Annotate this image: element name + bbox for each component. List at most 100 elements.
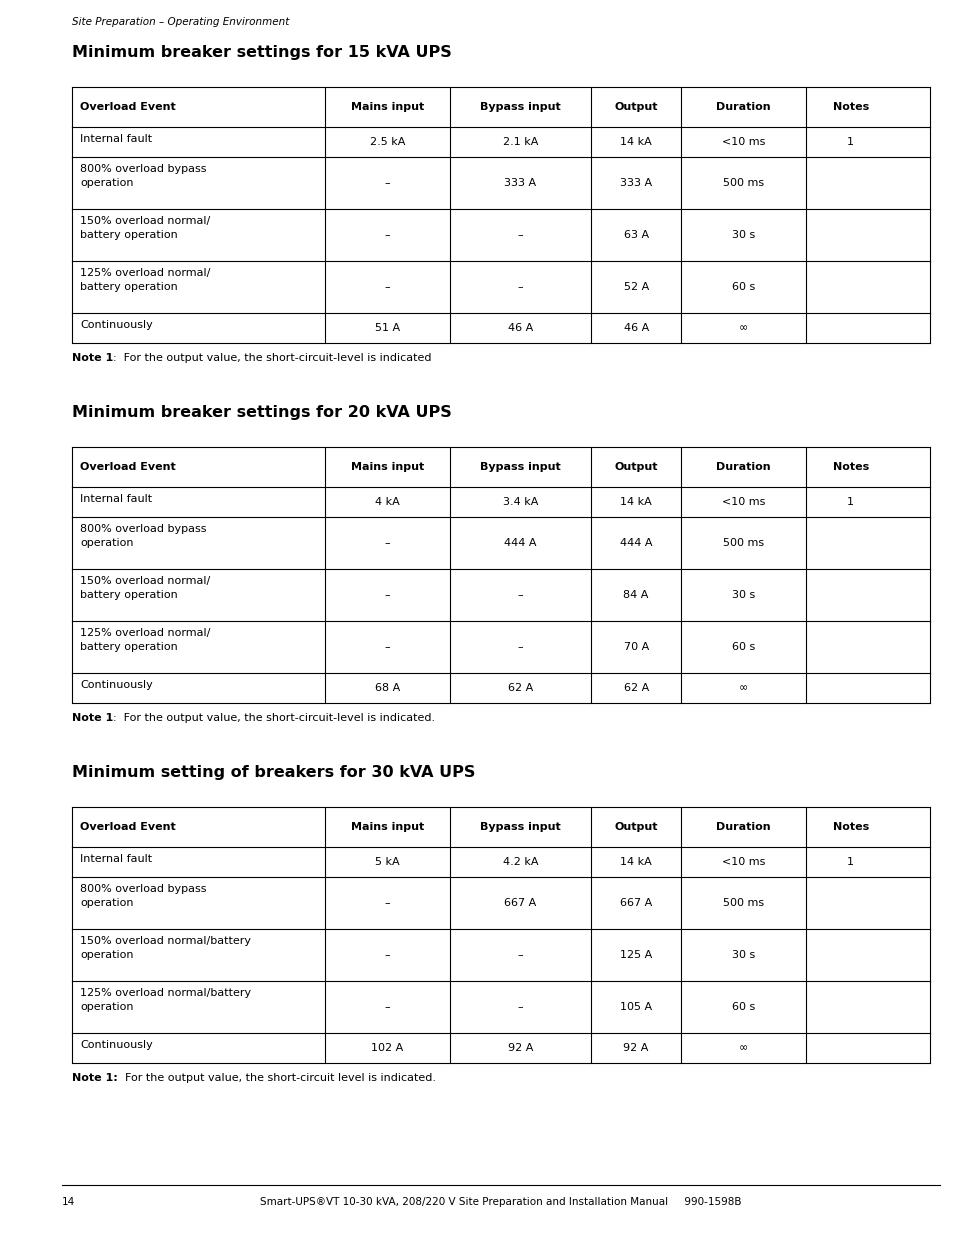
- Text: –: –: [384, 590, 390, 600]
- Text: 62 A: 62 A: [507, 683, 533, 693]
- Text: 2.1 kA: 2.1 kA: [502, 137, 537, 147]
- Text: 3.4 kA: 3.4 kA: [502, 496, 537, 508]
- Text: 60 s: 60 s: [731, 642, 754, 652]
- Text: 800% overload bypass
operation: 800% overload bypass operation: [80, 884, 206, 908]
- Text: 46 A: 46 A: [623, 324, 648, 333]
- Text: Mains input: Mains input: [351, 462, 423, 472]
- Text: Site Preparation – Operating Environment: Site Preparation – Operating Environment: [71, 17, 289, 27]
- Text: 14 kA: 14 kA: [619, 137, 651, 147]
- Text: 444 A: 444 A: [503, 538, 536, 548]
- Text: 500 ms: 500 ms: [722, 898, 763, 908]
- Text: 150% overload normal/
battery operation: 150% overload normal/ battery operation: [80, 216, 210, 240]
- Bar: [71, 621, 929, 673]
- Text: 444 A: 444 A: [619, 538, 652, 548]
- Text: 125 A: 125 A: [619, 950, 652, 960]
- Text: Duration: Duration: [716, 103, 770, 112]
- Bar: [71, 1032, 929, 1063]
- Bar: [71, 806, 929, 847]
- Text: 667 A: 667 A: [503, 898, 536, 908]
- Text: 63 A: 63 A: [623, 230, 648, 240]
- Text: Mains input: Mains input: [351, 103, 423, 112]
- Text: –: –: [384, 230, 390, 240]
- Bar: [71, 517, 929, 569]
- Text: Internal fault: Internal fault: [80, 494, 152, 504]
- Text: 70 A: 70 A: [623, 642, 648, 652]
- Text: 5 kA: 5 kA: [375, 857, 399, 867]
- Text: Bypass input: Bypass input: [479, 462, 560, 472]
- Text: 150% overload normal/battery
operation: 150% overload normal/battery operation: [80, 936, 251, 960]
- Text: 1: 1: [846, 857, 853, 867]
- Text: –: –: [384, 282, 390, 291]
- Bar: [71, 981, 929, 1032]
- Text: –: –: [517, 230, 522, 240]
- Text: –: –: [517, 282, 522, 291]
- Bar: [71, 209, 929, 261]
- Text: Minimum setting of breakers for 30 kVA UPS: Minimum setting of breakers for 30 kVA U…: [71, 764, 475, 781]
- Bar: [71, 877, 929, 929]
- Text: <10 ms: <10 ms: [720, 137, 764, 147]
- Text: 105 A: 105 A: [619, 1002, 652, 1011]
- Text: 125% overload normal/battery
operation: 125% overload normal/battery operation: [80, 988, 251, 1011]
- Text: Mains input: Mains input: [351, 823, 423, 832]
- Bar: [71, 447, 929, 487]
- Text: 667 A: 667 A: [619, 898, 652, 908]
- Text: <10 ms: <10 ms: [720, 496, 764, 508]
- Text: For the output value, the short-circuit level is indicated.: For the output value, the short-circuit …: [117, 1073, 436, 1083]
- Text: 125% overload normal/
battery operation: 125% overload normal/ battery operation: [80, 629, 211, 652]
- Text: Notes: Notes: [832, 823, 868, 832]
- Text: –: –: [517, 590, 522, 600]
- Text: Continuously: Continuously: [80, 320, 152, 330]
- Text: Internal fault: Internal fault: [80, 135, 152, 144]
- Text: –: –: [384, 1002, 390, 1011]
- Bar: [71, 261, 929, 312]
- Bar: [71, 929, 929, 981]
- Text: –: –: [384, 178, 390, 188]
- Text: ∞: ∞: [738, 683, 747, 693]
- Text: Notes: Notes: [832, 103, 868, 112]
- Text: Smart-UPS®VT 10-30 kVA, 208/220 V Site Preparation and Installation Manual     9: Smart-UPS®VT 10-30 kVA, 208/220 V Site P…: [260, 1197, 741, 1207]
- Text: Continuously: Continuously: [80, 680, 152, 690]
- Text: Duration: Duration: [716, 462, 770, 472]
- Text: 68 A: 68 A: [375, 683, 399, 693]
- Text: –: –: [384, 898, 390, 908]
- Text: Note 1:: Note 1:: [71, 1073, 117, 1083]
- Text: Note 1: Note 1: [71, 713, 113, 722]
- Text: 51 A: 51 A: [375, 324, 399, 333]
- Text: Bypass input: Bypass input: [479, 823, 560, 832]
- Text: 30 s: 30 s: [731, 230, 754, 240]
- Text: 62 A: 62 A: [623, 683, 648, 693]
- Text: 800% overload bypass
operation: 800% overload bypass operation: [80, 524, 206, 548]
- Text: 4.2 kA: 4.2 kA: [502, 857, 537, 867]
- Text: 333 A: 333 A: [504, 178, 536, 188]
- Text: <10 ms: <10 ms: [720, 857, 764, 867]
- Text: –: –: [517, 950, 522, 960]
- Text: 92 A: 92 A: [623, 1044, 648, 1053]
- Text: –: –: [517, 1002, 522, 1011]
- Text: 84 A: 84 A: [623, 590, 648, 600]
- Text: Continuously: Continuously: [80, 1040, 152, 1050]
- Text: 46 A: 46 A: [507, 324, 533, 333]
- Text: –: –: [517, 642, 522, 652]
- Bar: [71, 569, 929, 621]
- Text: 14 kA: 14 kA: [619, 857, 651, 867]
- Text: –: –: [384, 642, 390, 652]
- Text: 150% overload normal/
battery operation: 150% overload normal/ battery operation: [80, 576, 210, 600]
- Text: Duration: Duration: [716, 823, 770, 832]
- Text: Internal fault: Internal fault: [80, 853, 152, 864]
- Text: 125% overload normal/
battery operation: 125% overload normal/ battery operation: [80, 268, 211, 291]
- Text: 14: 14: [62, 1197, 75, 1207]
- Bar: [71, 127, 929, 157]
- Text: 30 s: 30 s: [731, 590, 754, 600]
- Text: ∞: ∞: [738, 324, 747, 333]
- Text: 30 s: 30 s: [731, 950, 754, 960]
- Text: Overload Event: Overload Event: [80, 823, 175, 832]
- Text: 52 A: 52 A: [623, 282, 648, 291]
- Text: –: –: [384, 950, 390, 960]
- Text: Bypass input: Bypass input: [479, 103, 560, 112]
- Text: ∞: ∞: [738, 1044, 747, 1053]
- Text: 500 ms: 500 ms: [722, 538, 763, 548]
- Text: Note 1: Note 1: [71, 353, 113, 363]
- Bar: [71, 312, 929, 343]
- Text: 2.5 kA: 2.5 kA: [369, 137, 405, 147]
- Bar: [71, 86, 929, 127]
